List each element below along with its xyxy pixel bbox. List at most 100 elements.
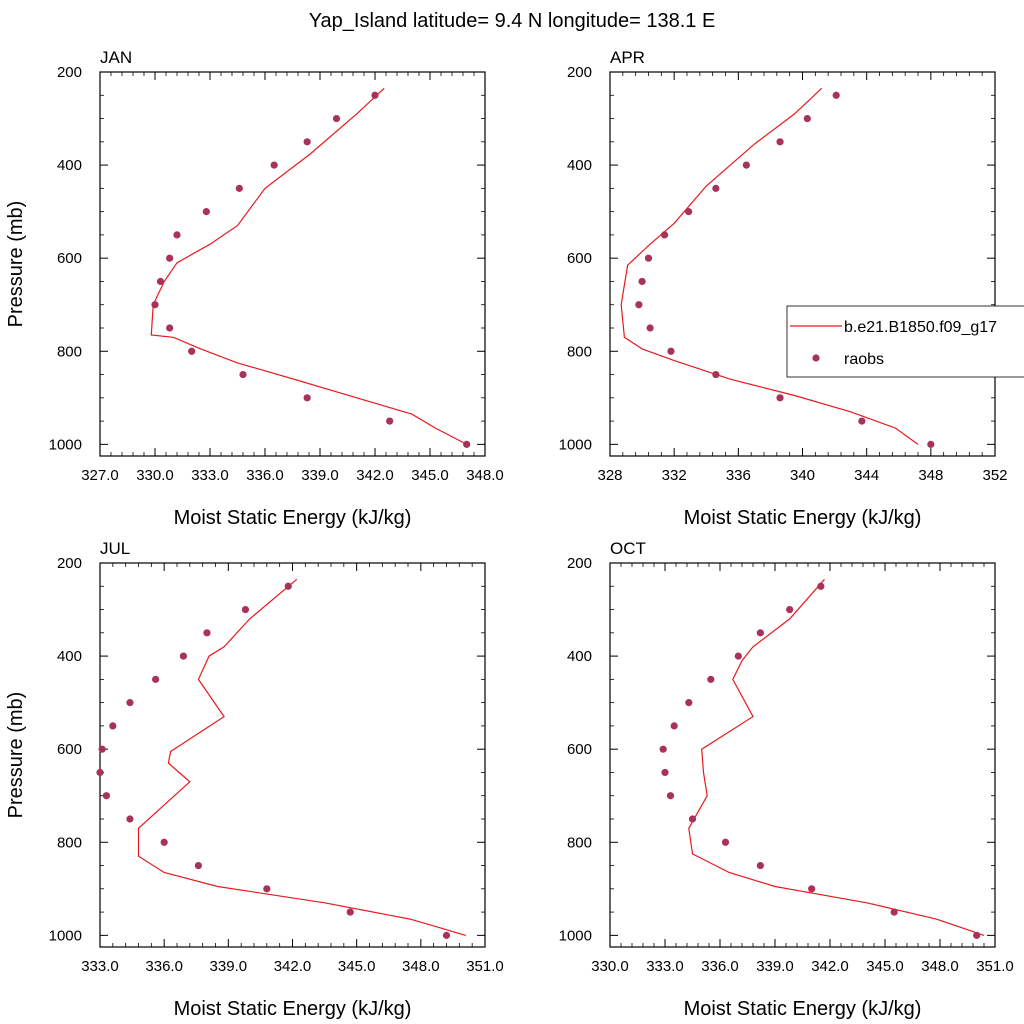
y-tick-label: 800: [567, 343, 592, 360]
raobs-point: [646, 324, 654, 332]
raobs-point: [463, 440, 471, 448]
legend-box: [786, 305, 1024, 378]
x-tick-label: 348.0: [402, 958, 440, 975]
figure-title: Yap_Island latitude= 9.4 N longitude= 13…: [309, 10, 716, 32]
x-tick-label: 332: [662, 467, 687, 484]
raobs-point: [803, 114, 811, 123]
raobs-point: [332, 114, 341, 123]
raobs-point: [235, 184, 243, 192]
raobs-point: [152, 675, 160, 683]
y-tick-label: 800: [57, 834, 82, 851]
panel-apr: APR 328 332 336 340 344 348 352 200 400 600 800 1000…: [559, 48, 1008, 529]
y-tick-label: 600: [57, 741, 82, 758]
raobs-point: [179, 652, 188, 660]
raobs-point: [832, 91, 840, 99]
x-tick-label: 345.0: [866, 958, 904, 975]
y-tick-label: 800: [567, 834, 592, 851]
raobs-point: [776, 138, 784, 146]
raobs-point: [638, 277, 646, 286]
raobs-point: [166, 324, 174, 332]
raobs-point: [685, 699, 693, 707]
model-series-line: [150, 87, 467, 445]
model-series-line: [137, 578, 466, 936]
raobs-point: [371, 91, 379, 99]
raobs-point: [151, 301, 159, 309]
raobs-point: [109, 722, 117, 730]
x-tick-label: 336.0: [246, 467, 284, 484]
x-tick-label: 351.0: [466, 958, 504, 975]
x-tick-label: 339.0: [301, 467, 339, 484]
legend: b.e21.B1850.f09_g17 raobs: [786, 305, 1024, 378]
x-tick-label: 339.0: [756, 958, 794, 975]
panel-label: OCT: [610, 539, 646, 558]
raobs-point: [241, 605, 250, 614]
raobs-point: [660, 231, 669, 239]
legend-raobs-marker: [812, 354, 820, 362]
raobs-point: [96, 768, 104, 777]
raobs-point: [442, 931, 451, 939]
raobs-point: [707, 675, 715, 683]
y-tick-label: 600: [567, 741, 592, 758]
panel-oct: OCT 330.0 333.0 336.0 339.0 342.0 345.0 348.0 35…: [559, 539, 1014, 1020]
x-tick-label: 336: [726, 467, 751, 484]
x-tick-label: 336.0: [701, 958, 739, 975]
x-tick-label: 345.0: [338, 958, 376, 975]
y-tick-label: 1000: [559, 927, 592, 944]
raobs-point: [685, 208, 693, 216]
y-tick-label: 1000: [49, 436, 82, 453]
raobs-point: [670, 722, 678, 730]
raobs-point: [712, 370, 720, 379]
raobs-point: [817, 582, 825, 590]
y-tick-label: 600: [567, 250, 592, 267]
x-tick-label: 327.0: [81, 467, 119, 484]
x-axis-title: Moist Static Energy (kJ/kg): [684, 998, 922, 1020]
raobs-point: [126, 815, 134, 823]
model-series-line: [620, 87, 919, 445]
raobs-point: [756, 629, 764, 637]
y-tick-label: 400: [567, 648, 592, 665]
x-tick-label: 342.0: [356, 467, 394, 484]
raobs-point: [858, 417, 866, 425]
raobs-point: [346, 908, 354, 916]
raobs-point: [203, 629, 211, 637]
y-tick-label: 200: [567, 555, 592, 572]
x-tick-label: 344: [854, 467, 879, 484]
y-tick-label: 200: [57, 555, 82, 572]
x-tick-label: 333.0: [191, 467, 229, 484]
x-tick-label: 342.0: [811, 958, 849, 975]
x-tick-label: 340: [790, 467, 815, 484]
x-tick-label: 348.0: [921, 958, 959, 975]
x-tick-label: 348.0: [466, 467, 504, 484]
x-tick-label: 339.0: [210, 958, 248, 975]
panel-label: APR: [610, 48, 645, 67]
raobs-point: [188, 347, 196, 355]
raobs-point: [742, 161, 750, 169]
raobs-point: [166, 254, 174, 262]
raobs-point: [688, 815, 697, 823]
raobs-point: [194, 861, 202, 870]
raobs-point: [644, 254, 653, 262]
y-tick-label: 1000: [49, 927, 82, 944]
raobs-point: [270, 161, 278, 169]
raobs-point: [284, 582, 292, 590]
panel-label: JUL: [100, 539, 130, 558]
raobs-point: [386, 417, 394, 425]
x-tick-label: 348: [918, 467, 943, 484]
plot-frame: [609, 562, 996, 948]
y-tick-label: 200: [57, 64, 82, 81]
raobs-point: [973, 931, 981, 939]
x-tick-label: 330.0: [136, 467, 174, 484]
x-tick-label: 351.0: [976, 958, 1014, 975]
x-tick-label: 336.0: [145, 958, 183, 975]
x-axis-title: Moist Static Energy (kJ/kg): [174, 507, 412, 529]
raobs-point: [126, 699, 134, 707]
legend-raobs-label: raobs: [844, 351, 884, 368]
legend-model-label: b.e21.B1850.f09_g17: [844, 319, 997, 336]
y-tick-label: 400: [567, 157, 592, 174]
plot-frame: [99, 71, 486, 457]
raobs-point: [734, 652, 742, 660]
raobs-point: [712, 184, 720, 192]
raobs-point: [239, 370, 247, 379]
